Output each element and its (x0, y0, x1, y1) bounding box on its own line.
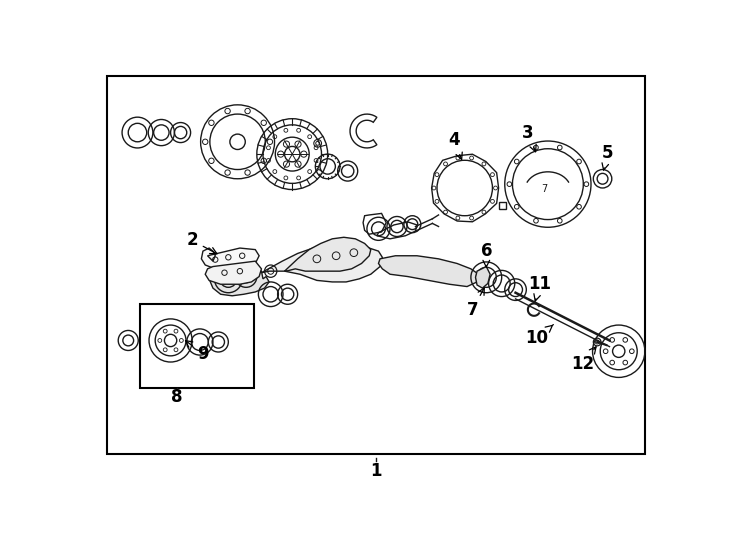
Polygon shape (379, 256, 479, 287)
Polygon shape (209, 259, 269, 296)
Text: 5: 5 (602, 144, 614, 170)
Polygon shape (261, 244, 382, 282)
Text: 3: 3 (522, 124, 536, 152)
Text: 7: 7 (542, 184, 548, 194)
Text: 11: 11 (528, 275, 552, 301)
Text: 9: 9 (186, 341, 208, 362)
Polygon shape (285, 237, 371, 271)
Text: 7: 7 (467, 288, 484, 319)
Text: 2: 2 (186, 231, 217, 254)
Text: 10: 10 (526, 325, 553, 347)
Bar (498, 202, 506, 209)
Bar (139, 303, 254, 388)
Polygon shape (201, 248, 259, 271)
Polygon shape (206, 261, 261, 284)
Text: 4: 4 (448, 131, 462, 159)
Text: 8: 8 (171, 388, 183, 407)
Text: 1: 1 (371, 462, 382, 481)
Text: 6: 6 (481, 242, 492, 267)
Text: 12: 12 (571, 347, 596, 373)
Polygon shape (476, 267, 490, 288)
